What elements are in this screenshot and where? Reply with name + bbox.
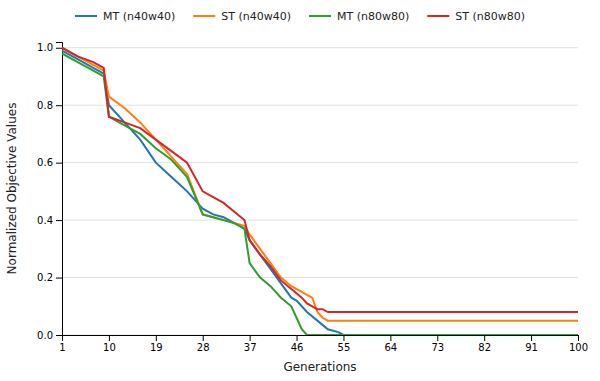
x-tick-label: 73 [431, 342, 444, 353]
grid-line [62, 277, 578, 278]
x-tick-label: 37 [244, 342, 257, 353]
legend-label: MT (n40w40) [103, 10, 175, 23]
legend-label: ST (n40w40) [221, 10, 291, 23]
grid [62, 48, 578, 335]
series-line [62, 53, 578, 335]
x-tick: 1 [59, 335, 65, 353]
x-tick: 100 [569, 335, 588, 353]
x-axis-title: Generations [283, 360, 356, 374]
legend-label: ST (n80w80) [455, 10, 525, 23]
x-tick-label: 19 [150, 342, 163, 353]
y-tick-label: 0.8 [37, 100, 53, 111]
legend-swatch [309, 15, 331, 17]
y-tick: 0.0 [37, 330, 62, 341]
x-tick-mark [250, 335, 251, 341]
x-tick-label: 10 [103, 342, 116, 353]
x-axis-line [63, 336, 579, 342]
x-tick-mark [343, 335, 344, 341]
y-axis: 0.0 0.2 0.4 0.6 0.8 1.0 [37, 42, 62, 340]
x-tick: 46 [291, 335, 304, 353]
x-axis: 1 10 19 28 37 46 55 64 73 82 91 100 [59, 335, 588, 353]
x-tick: 91 [525, 335, 538, 353]
y-tick-label: 0.2 [37, 272, 53, 283]
y-tick-mark [56, 163, 62, 164]
legend-swatch [75, 15, 97, 17]
x-tick-mark [297, 335, 298, 341]
series-line [62, 48, 578, 321]
x-tick: 82 [478, 335, 491, 353]
series-line [62, 48, 578, 312]
y-tick: 0.8 [37, 100, 62, 111]
y-tick: 0.2 [37, 272, 62, 283]
x-tick-label: 82 [478, 342, 491, 353]
plot: 1 10 19 28 37 46 55 64 73 82 91 100 0.0 0.2 0.4 0.6 0.8 1… [37, 42, 588, 353]
y-tick: 1.0 [37, 42, 62, 53]
y-tick-mark [56, 335, 62, 336]
y-tick-mark [56, 48, 62, 49]
y-axis-line [56, 43, 63, 336]
x-tick-mark [484, 335, 485, 341]
x-tick-label: 64 [384, 342, 397, 353]
y-tick-label: 0.4 [37, 215, 53, 226]
x-tick-mark [156, 335, 157, 341]
chart: 1 10 19 28 37 46 55 64 73 82 91 100 0.0 0.2 0.4 0.6 0.8 1… [0, 0, 600, 381]
grid-line [62, 105, 578, 106]
legend-item: MT (n80w80) [309, 10, 409, 23]
x-tick-mark [578, 335, 579, 341]
x-tick-label: 1 [59, 342, 65, 353]
x-tick: 10 [103, 335, 116, 353]
grid-line [62, 162, 578, 163]
x-tick-label: 100 [569, 342, 588, 353]
y-tick-label: 0.6 [37, 157, 53, 168]
y-tick: 0.4 [37, 215, 62, 226]
legend-item: MT (n40w40) [75, 10, 175, 23]
x-tick-mark [390, 335, 391, 341]
lines [62, 48, 578, 335]
legend-swatch [427, 15, 449, 17]
y-tick-mark [56, 105, 62, 106]
x-tick-mark [531, 335, 532, 341]
legend-item: ST (n80w80) [427, 10, 525, 23]
x-tick: 37 [244, 335, 257, 353]
x-tick: 73 [431, 335, 444, 353]
grid-line [62, 220, 578, 221]
x-tick: 19 [150, 335, 163, 353]
y-axis-title: Normalized Objective Values [5, 103, 19, 275]
x-tick-label: 46 [291, 342, 304, 353]
x-tick-mark [203, 335, 204, 341]
x-tick-mark [437, 335, 438, 341]
y-tick-label: 0.0 [37, 330, 53, 341]
x-tick-mark [109, 335, 110, 341]
x-tick-label: 55 [338, 342, 351, 353]
legend-swatch [193, 15, 215, 17]
x-tick: 55 [338, 335, 351, 353]
x-tick: 64 [384, 335, 397, 353]
y-tick: 0.6 [37, 157, 62, 168]
series-line [62, 51, 578, 335]
legend: MT (n40w40) ST (n40w40) MT (n80w80) ST (n80… [75, 10, 525, 23]
grid-line [62, 47, 578, 48]
x-tick: 28 [197, 335, 210, 353]
legend-label: MT (n80w80) [337, 10, 409, 23]
x-tick-label: 91 [525, 342, 538, 353]
legend-item: ST (n40w40) [193, 10, 291, 23]
y-tick-mark [56, 278, 62, 279]
x-tick-label: 28 [197, 342, 210, 353]
y-tick-mark [56, 220, 62, 221]
y-tick-label: 1.0 [37, 42, 53, 53]
